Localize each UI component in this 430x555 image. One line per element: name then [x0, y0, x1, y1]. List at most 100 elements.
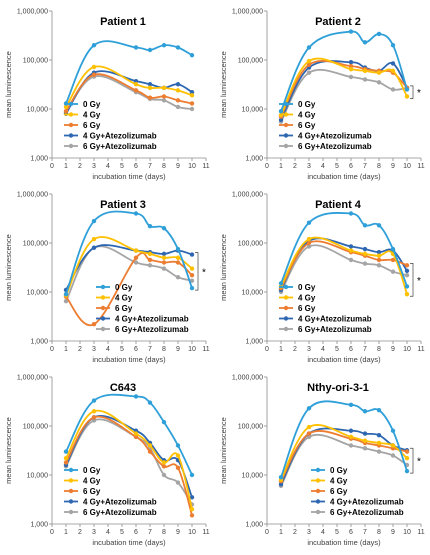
legend-label: 6 Gy — [330, 487, 348, 496]
legend-label: 4 Gy — [330, 477, 348, 486]
legend-swatch-marker — [315, 478, 321, 483]
x-tick-label: 7 — [363, 163, 367, 170]
data-point — [404, 449, 410, 454]
significance-asterisk: * — [202, 267, 206, 278]
data-point — [91, 218, 97, 224]
data-point — [91, 415, 97, 420]
data-point — [376, 31, 382, 37]
data-point — [147, 85, 153, 91]
x-tick-label: 10 — [403, 163, 411, 170]
significance-asterisk: * — [417, 276, 421, 287]
data-point — [348, 248, 354, 253]
legend-label: 6 Gy+Atezolizumab — [83, 142, 157, 151]
data-point — [147, 400, 153, 405]
data-point — [278, 117, 284, 123]
legend-swatch-marker — [283, 284, 289, 290]
data-point — [161, 255, 167, 260]
data-point — [133, 260, 139, 265]
series-6-gy — [63, 72, 195, 114]
data-point — [161, 43, 167, 48]
legend-label: 4 Gy+Atezolizumab — [330, 498, 404, 507]
chart-panel-5: 1,000 10,000 100,000 1,000,000 0 1 2 3 4 5 6 7 8 9 10 1… — [4, 375, 210, 548]
significance-bracket — [410, 262, 414, 297]
x-tick-label: 5 — [120, 163, 124, 170]
legend-entry: 4 Gy+Atezolizumab — [64, 132, 157, 141]
x-tick-label: 5 — [120, 346, 124, 353]
legend-entry: 4 Gy — [64, 477, 101, 486]
legend-swatch-marker — [100, 326, 106, 332]
data-point — [390, 246, 396, 252]
y-axis-label: mean luminescence — [4, 417, 13, 484]
data-point — [161, 472, 167, 478]
series-6-gy — [63, 415, 195, 518]
legend-swatch-marker — [315, 509, 321, 515]
data-point — [376, 432, 382, 438]
data-point — [278, 281, 284, 286]
x-tick-label: 7 — [148, 346, 152, 353]
y-axis-label: mean luminescence — [4, 234, 13, 301]
data-point — [91, 236, 97, 242]
x-axis-label: incubation time (days) — [92, 538, 166, 547]
data-point — [306, 434, 312, 440]
data-point — [147, 251, 153, 257]
x-tick-label: 2 — [293, 346, 297, 353]
x-tick-label: 9 — [391, 529, 395, 536]
y-tick-label: 10,000 — [242, 107, 264, 114]
data-point — [175, 453, 181, 458]
y-axis-label: mean luminescence — [219, 417, 228, 484]
x-tick-label: 1 — [279, 346, 283, 353]
data-point — [362, 431, 368, 436]
legend-label: 6 Gy — [298, 304, 316, 313]
legend-label: 6 Gy — [298, 121, 316, 130]
x-tick-label: 3 — [307, 529, 311, 536]
legend-swatch-marker — [283, 305, 289, 311]
x-tick-label: 5 — [335, 346, 339, 353]
chart-title: Patient 4 — [315, 199, 362, 211]
data-point — [91, 64, 97, 70]
legend-entry: 4 Gy — [279, 294, 316, 303]
legend-label: 4 Gy — [83, 477, 101, 486]
x-tick-label: 6 — [134, 529, 138, 536]
x-tick-label: 6 — [349, 529, 353, 536]
data-point — [306, 220, 312, 225]
legend-label: 4 Gy+Atezolizumab — [83, 132, 157, 141]
data-point — [404, 456, 410, 461]
significance-asterisk: * — [417, 88, 421, 99]
data-point — [278, 109, 284, 114]
series-4-gy — [63, 236, 195, 298]
data-point — [133, 248, 139, 253]
legend-swatch-marker — [100, 284, 106, 290]
data-point — [133, 431, 139, 436]
data-point — [175, 275, 181, 280]
legend-swatch-marker — [100, 316, 106, 321]
data-point — [161, 260, 167, 265]
data-point — [348, 257, 354, 263]
x-tick-label: 10 — [188, 346, 196, 353]
data-point — [362, 261, 368, 266]
x-tick-label: 7 — [148, 163, 152, 170]
x-tick-label: 10 — [403, 346, 411, 353]
x-axis-label: incubation time (days) — [307, 172, 381, 181]
data-point — [306, 244, 312, 249]
legend-swatch-marker — [68, 112, 74, 117]
x-tick-label: 10 — [403, 529, 411, 536]
data-point — [306, 431, 312, 436]
data-point — [63, 298, 69, 304]
data-point — [362, 251, 368, 257]
legend-label: 4 Gy+Atezolizumab — [83, 498, 157, 507]
y-tick-label: 10,000 — [27, 290, 49, 297]
data-point — [390, 428, 396, 433]
chart-panel-4: 1,000 10,000 100,000 1,000,000 0 1 2 3 4 5 6 7 8 9 10 1… — [219, 192, 425, 365]
y-tick-label: 1,000,000 — [232, 375, 263, 382]
legend-swatch-marker — [68, 143, 74, 149]
chart-title: Nthy-ori-3-1 — [307, 382, 369, 394]
series-0-gy — [63, 210, 195, 297]
data-point — [390, 87, 396, 92]
data-point — [147, 95, 153, 100]
data-point — [390, 43, 396, 48]
data-point — [175, 82, 181, 87]
legend-label: 0 Gy — [330, 466, 348, 475]
y-tick-label: 10,000 — [242, 473, 264, 480]
data-point — [278, 475, 284, 480]
legend-entry: 6 Gy+Atezolizumab — [279, 325, 372, 334]
